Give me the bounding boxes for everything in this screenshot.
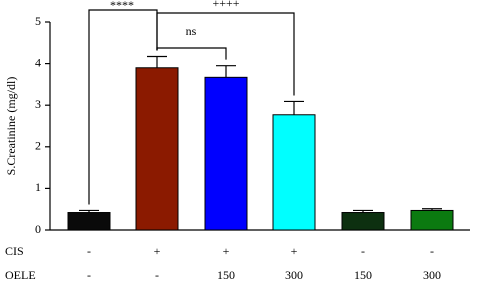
bar (341, 212, 385, 231)
significance-label: ++++ (212, 0, 239, 10)
treatment-value: + (154, 244, 161, 258)
treatment-value: 150 (354, 268, 372, 281)
treatment-value: + (291, 244, 298, 258)
treatment-value: + (223, 244, 230, 258)
y-tick-label: 2 (35, 139, 41, 153)
significance-label: **** (110, 0, 134, 12)
y-tick-label: 3 (35, 97, 41, 111)
treatment-value: 300 (423, 268, 441, 281)
treatment-name: OELE (5, 268, 36, 281)
treatment-name: CIS (5, 244, 24, 258)
treatment-value: - (361, 244, 365, 258)
y-tick-label: 5 (35, 14, 41, 28)
y-axis-label: S.Creatinine (mg/dl) (4, 77, 18, 176)
y-tick-label: 4 (35, 55, 41, 69)
significance-label: ns (186, 24, 197, 38)
treatment-value: - (155, 268, 159, 281)
treatment-value: - (430, 244, 434, 258)
y-tick-label: 1 (35, 180, 41, 194)
bar (204, 76, 248, 231)
bar (67, 212, 111, 231)
significance-bracket (156, 12, 295, 96)
bar (410, 209, 454, 231)
significance-bracket (156, 47, 227, 60)
y-tick-label: 0 (35, 222, 41, 236)
treatment-value: - (87, 268, 91, 281)
treatment-value: 300 (285, 268, 303, 281)
treatment-value: - (87, 244, 91, 258)
bar (135, 67, 179, 231)
bar (272, 114, 316, 231)
treatment-value: 150 (217, 268, 235, 281)
